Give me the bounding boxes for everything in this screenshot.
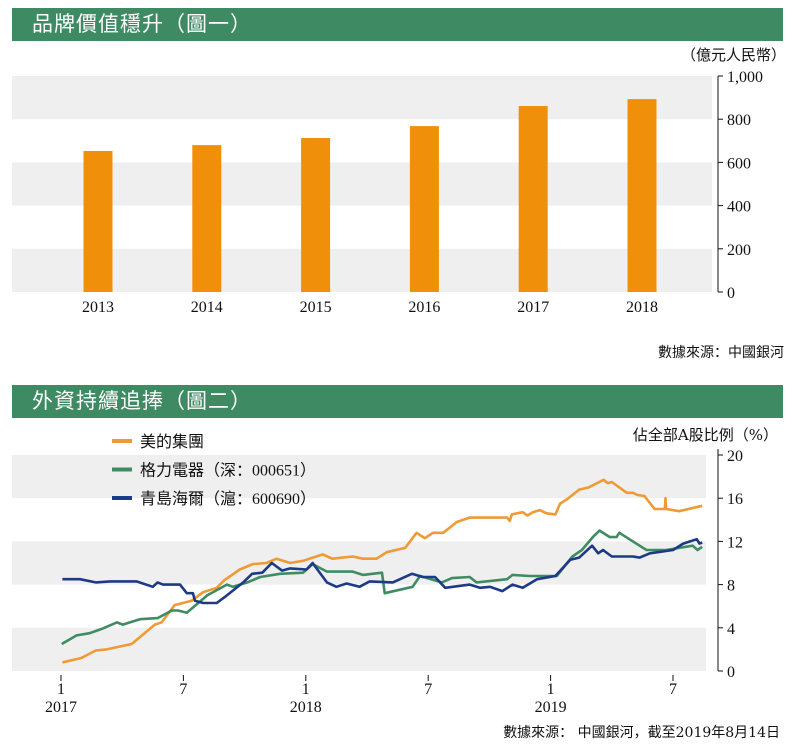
x-tick-label: 2013 [82,299,114,316]
y-tick-label: 4 [727,621,735,638]
x-tick-label: 7 [669,681,677,698]
grid-band [12,162,712,206]
x-tick-label: 1 [547,681,555,698]
legend-label-2: 青島海爾（滬：600690） [140,490,316,508]
chart1-title: 品牌價值穩升（圖一） [12,8,783,41]
x-tick-label: 1 [57,681,65,698]
x-tick-label: 2017 [517,299,549,316]
y-tick-label: 16 [727,491,743,508]
y-tick-label: 20 [727,448,743,465]
chart1-source: 數據來源：中國銀河 [658,345,784,361]
x-year-label: 2017 [45,699,77,716]
x-tick-label: 2015 [300,299,332,316]
x-year-label: 2018 [290,699,322,716]
y-tick-label: 600 [727,155,751,172]
grid-band [12,76,712,120]
x-tick-label: 2016 [408,299,440,316]
bar-2013 [83,150,113,292]
x-tick-label: 7 [179,681,187,698]
grid-band [12,455,706,499]
grid-band [12,248,712,292]
series-line-1 [61,529,703,646]
series-line-0 [62,478,703,664]
bar-2018 [627,99,657,292]
legend-label-1: 格力電器（深：000651） [140,462,316,480]
x-tick-label: 7 [424,681,432,698]
bar-2014 [192,145,222,292]
chart1-unit-label: （億元人民幣） [680,46,786,64]
y-tick-label: 12 [727,534,743,551]
y-tick-label: 0 [727,664,735,681]
legend-label-0: 美的集團 [140,433,204,451]
x-tick-label: 2014 [191,299,223,316]
chart2-source: 數據來源： 中國銀河，截至2019年8月14日 [503,725,780,741]
bar-2015 [301,137,331,292]
chart2-axis-label: 佔全部A股比例（%） [632,426,778,444]
bar-2016 [409,126,439,292]
y-tick-label: 400 [727,199,751,216]
y-tick-label: 1,000 [727,69,763,86]
x-tick-label: 2018 [626,299,658,316]
y-tick-label: 8 [727,578,735,595]
x-year-label: 2019 [535,699,567,716]
bar-2017 [518,106,548,292]
grid-band [12,541,706,585]
grid-band [12,627,706,671]
chart2-title: 外資持續追捧（圖二） [12,385,783,418]
series-line-2 [62,537,703,605]
y-tick-label: 0 [727,285,735,302]
y-tick-label: 200 [727,242,751,259]
x-tick-label: 1 [302,681,310,698]
y-tick-label: 800 [727,112,751,129]
